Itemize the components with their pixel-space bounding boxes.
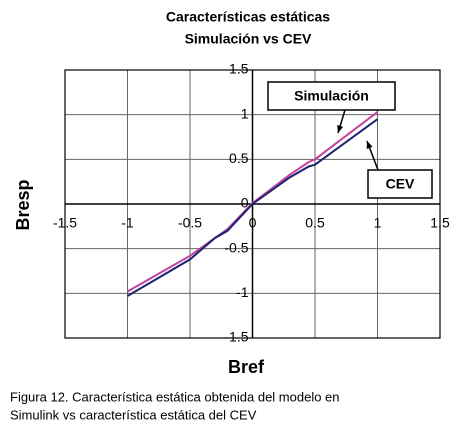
y-tick-label: 1.5 — [229, 61, 249, 77]
y-tick-label: -1 — [236, 284, 249, 300]
y-tick-label: -1.5 — [224, 329, 248, 345]
chart-subtitle: Simulación vs CEV — [185, 31, 312, 47]
y-tick-label: 1 — [241, 105, 249, 121]
caption: Figura 12. Característica estática obten… — [10, 389, 340, 404]
caption: Simulink vs característica estática del … — [10, 407, 257, 422]
annotation-label: CEV — [386, 176, 415, 192]
x-tick-label: 0.5 — [305, 215, 325, 231]
x-tick-label: -1 — [121, 215, 134, 231]
arrow-head — [337, 125, 344, 133]
y-axis-label: Bresp — [13, 179, 33, 230]
y-tick-label: 0.5 — [229, 150, 249, 166]
data-line — [126, 118, 379, 297]
y-tick-label: -0.5 — [224, 239, 248, 255]
x-tick-label: 1 — [374, 215, 382, 231]
annotation-box — [267, 81, 396, 111]
chart-title: Características estáticas — [166, 9, 330, 25]
arrow-head — [366, 141, 373, 149]
annotation-box — [367, 169, 433, 199]
y-tick-label: 0 — [241, 195, 249, 211]
annotation-label: Simulación — [294, 88, 369, 104]
x-axis-label: Bref — [228, 357, 265, 377]
x-tick-label: -0.5 — [178, 215, 202, 231]
